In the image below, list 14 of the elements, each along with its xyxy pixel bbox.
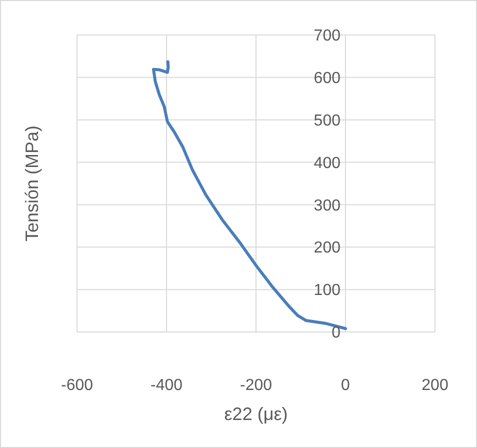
x-tick-label: 200: [422, 377, 448, 394]
x-axis-title: ε22 (με): [224, 404, 288, 424]
y-tick-label: 700: [314, 28, 341, 45]
y-tick-label: 500: [314, 112, 341, 130]
x-tick-label: -600: [60, 377, 94, 394]
y-axis-title: Tensión (MPa): [22, 125, 42, 242]
x-tick-label: -200: [240, 377, 272, 394]
y-tick-label: 400: [314, 154, 341, 172]
y-tick-label: 200: [314, 240, 341, 257]
y-tick-label: 300: [314, 197, 341, 214]
y-tick-label: 600: [314, 70, 341, 88]
x-tick-label: -400: [150, 377, 183, 394]
y-tick-label: 0: [332, 324, 341, 342]
y-tick-label: 100: [314, 282, 341, 300]
